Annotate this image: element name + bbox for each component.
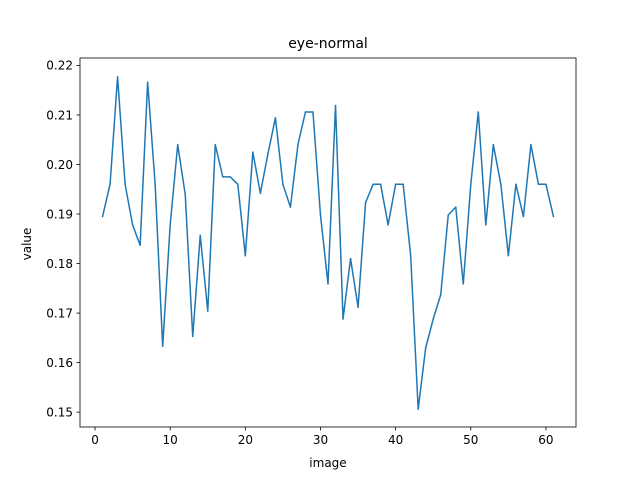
x-tick-label: 60	[538, 433, 553, 447]
data-point	[297, 143, 299, 146]
y-tick-label: 0.15	[46, 405, 73, 419]
data-point	[387, 224, 389, 226]
x-tick-label: 40	[388, 433, 403, 447]
data-point	[229, 176, 232, 178]
data-point	[169, 224, 171, 226]
data-point	[274, 117, 277, 119]
data-point	[124, 183, 126, 186]
data-point	[282, 183, 284, 186]
data-point	[342, 318, 344, 320]
data-point	[515, 183, 517, 186]
x-tick-label: 30	[313, 433, 328, 447]
data-point	[139, 244, 141, 246]
x-tick-label: 50	[463, 433, 478, 447]
data-point	[455, 206, 457, 208]
y-tick-label: 0.16	[46, 356, 73, 370]
y-tick-label: 0.22	[46, 59, 73, 73]
data-point	[244, 254, 247, 257]
data-point	[364, 201, 367, 204]
data-point	[304, 111, 307, 113]
data-point	[477, 111, 480, 113]
y-axis-label: value	[20, 228, 34, 261]
data-point	[439, 294, 442, 296]
data-point	[184, 193, 186, 195]
data-point	[462, 283, 465, 285]
y-tick-label: 0.18	[46, 257, 73, 271]
data-point	[530, 143, 532, 146]
data-point	[109, 183, 111, 186]
data-point	[146, 81, 149, 84]
data-point	[394, 183, 397, 186]
data-point	[545, 183, 547, 186]
data-point	[101, 215, 104, 218]
data-point	[409, 254, 412, 257]
data-point	[154, 183, 156, 186]
data-point	[507, 254, 510, 257]
data-point	[349, 257, 352, 260]
data-point	[372, 183, 374, 186]
plot-frame	[79, 57, 577, 428]
data-point	[485, 224, 487, 226]
y-tick-label: 0.19	[46, 207, 73, 221]
x-tick-label: 10	[163, 433, 178, 447]
data-point	[522, 215, 525, 218]
data-point	[470, 183, 472, 186]
x-tick-label: 20	[238, 433, 253, 447]
data-point	[267, 153, 269, 155]
x-axis: 0 10 20 30 40 50 60	[91, 427, 554, 447]
series-line	[101, 76, 555, 410]
data-point	[319, 214, 322, 216]
data-point	[402, 183, 404, 186]
data-point	[252, 151, 254, 153]
data-point	[116, 76, 119, 78]
data-point	[537, 183, 540, 186]
data-point	[357, 306, 359, 308]
data-point	[207, 310, 209, 312]
data-point	[379, 183, 382, 186]
data-point	[131, 224, 134, 226]
data-point	[424, 347, 427, 349]
x-axis-label: image	[309, 456, 346, 470]
data-points	[101, 76, 555, 410]
y-axis: 0.15 0.16 0.17 0.18 0.19 0.20 0.21 0.22	[46, 59, 80, 419]
data-point	[237, 183, 239, 186]
data-point	[289, 206, 292, 208]
y-tick-label: 0.17	[46, 306, 73, 320]
data-point	[432, 318, 434, 320]
y-tick-label: 0.20	[46, 158, 73, 172]
data-point	[199, 234, 201, 237]
x-tick-label: 0	[91, 433, 99, 447]
data-point	[327, 283, 329, 285]
data-point	[447, 214, 449, 216]
data-point	[500, 183, 502, 186]
y-tick-label: 0.21	[46, 108, 73, 122]
data-point	[417, 408, 419, 410]
data-point	[312, 111, 314, 113]
data-point	[214, 143, 217, 146]
data-point	[176, 143, 179, 146]
data-point	[191, 335, 194, 338]
data-point	[552, 215, 555, 218]
data-point	[259, 192, 262, 194]
data-point	[334, 104, 337, 107]
chart-title: eye-normal	[288, 36, 368, 52]
data-point	[161, 345, 164, 348]
data-point	[222, 176, 224, 178]
data-point	[492, 143, 495, 146]
